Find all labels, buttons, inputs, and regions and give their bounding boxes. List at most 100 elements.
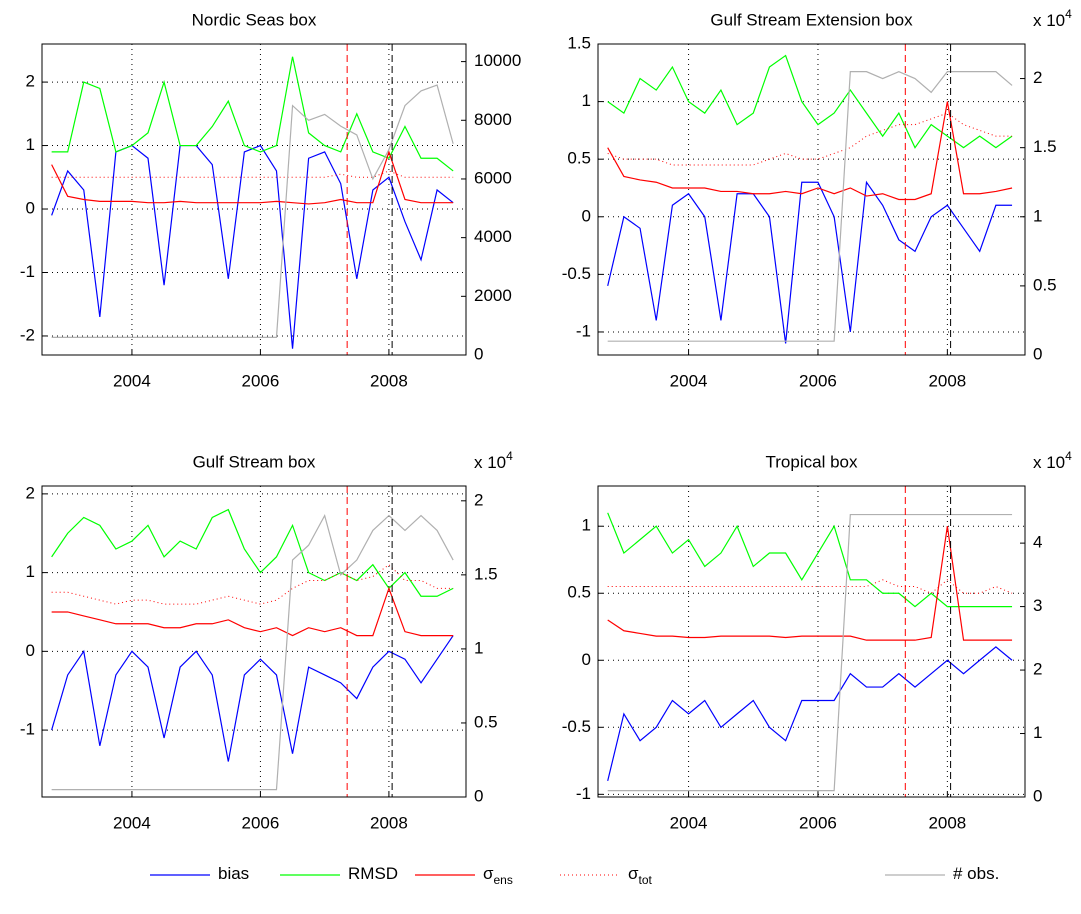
legend-subscript: tot (639, 873, 653, 887)
x-tick-label: 2008 (928, 371, 966, 390)
plot-frame (41, 43, 467, 356)
y-tick-label: -1 (576, 321, 591, 340)
y-tick-label: 0 (26, 199, 35, 218)
series-line (607, 579, 1013, 594)
x-tick-label: 2004 (113, 371, 151, 390)
y-tick-label: 0.5 (567, 583, 591, 602)
x-tick-label: 2004 (670, 813, 708, 832)
y2-tick-label: 1 (1033, 206, 1042, 225)
legend-name: σ (628, 864, 639, 883)
series-line (607, 512, 1013, 608)
x-tick-label: 2008 (370, 371, 408, 390)
y-tick-label: 0 (582, 206, 591, 225)
series-group (51, 56, 454, 349)
series-line (607, 70, 1013, 342)
legend-name: # obs. (953, 864, 999, 883)
y-tick-label: 0 (26, 641, 35, 660)
chart-title: Tropical box (766, 452, 858, 471)
plot-area (42, 486, 466, 797)
y2-tick-label: 1 (474, 638, 483, 657)
plot-area (598, 44, 1025, 355)
y2-tick-label: 0 (474, 344, 483, 363)
multiplier-exponent: 4 (506, 449, 513, 463)
legend-subscript: ens (494, 873, 513, 887)
y-tick-label: -0.5 (562, 717, 591, 736)
y2-tick-label: 4 (1033, 533, 1042, 552)
series-group (607, 54, 1013, 344)
axis-multiplier: x 104 (1033, 449, 1072, 472)
series-group (51, 508, 454, 791)
y-tick-label: 0.5 (567, 149, 591, 168)
y2-tick-label: 8000 (474, 110, 512, 129)
y-tick-label: 1.5 (567, 33, 591, 52)
x-tick-label: 2006 (799, 371, 837, 390)
multiplier-base: x 10 (1033, 453, 1065, 472)
x-tick-label: 2004 (670, 371, 708, 390)
y2-tick-label: 2 (1033, 68, 1042, 87)
multiplier-exponent: 4 (1065, 449, 1072, 463)
legend-name: σ (483, 864, 494, 883)
series-line (51, 586, 454, 637)
series-line (51, 564, 454, 605)
y-tick-label: 0 (582, 650, 591, 669)
plot-frame (597, 485, 1026, 798)
plot-frame (597, 43, 1026, 356)
x-tick-label: 2008 (370, 813, 408, 832)
x-tick-label: 2006 (799, 813, 837, 832)
series-line (51, 56, 454, 172)
y2-tick-label: 2 (1033, 660, 1042, 679)
y2-tick-label: 6000 (474, 168, 512, 187)
plot-area (42, 44, 466, 355)
y-tick-label: -0.5 (562, 264, 591, 283)
legend-name: RMSD (348, 864, 398, 883)
y2-tick-label: 2 (474, 490, 483, 509)
x-tick-label: 2006 (242, 813, 280, 832)
legend-name: bias (218, 864, 249, 883)
series-line (607, 646, 1013, 782)
x-tick-label: 2008 (928, 813, 966, 832)
series-line (51, 508, 454, 597)
series-line (51, 149, 454, 205)
y2-tick-label: 1 (1033, 723, 1042, 742)
y-tick-label: 1 (582, 516, 591, 535)
y2-tick-label: 0.5 (474, 712, 498, 731)
y2-tick-label: 1.5 (474, 564, 498, 583)
axis-multiplier: x 104 (474, 449, 513, 472)
y2-tick-label: 3 (1033, 596, 1042, 615)
series-line (607, 180, 1013, 344)
y2-tick-label: 0 (474, 786, 483, 805)
series-line (51, 635, 454, 762)
x-tick-label: 2006 (242, 371, 280, 390)
y-tick-label: -1 (20, 720, 35, 739)
legend-label: σtot (628, 864, 653, 887)
series-line (607, 54, 1013, 149)
plot-frame (41, 485, 467, 798)
y-tick-label: 1 (582, 91, 591, 110)
legend-label: RMSD (348, 864, 398, 883)
y2-tick-label: 2000 (474, 286, 512, 305)
series-line (607, 526, 1013, 641)
chart-title: Gulf Stream Extension box (710, 10, 913, 29)
series-line (607, 101, 1013, 201)
legend-label: bias (218, 864, 249, 883)
multiplier-base: x 10 (1033, 11, 1065, 30)
y2-tick-label: 0 (1033, 786, 1042, 805)
legend-label: σens (483, 864, 513, 887)
legend-label: # obs. (953, 864, 999, 883)
chart-title: Nordic Seas box (192, 10, 317, 29)
y2-tick-label: 4000 (474, 227, 512, 246)
y-tick-label: 2 (26, 483, 35, 502)
series-line (51, 514, 454, 791)
y2-tick-label: 0 (1033, 344, 1042, 363)
series-line (607, 513, 1013, 792)
y2-tick-label: 0.5 (1033, 275, 1057, 294)
y-tick-label: 1 (26, 562, 35, 581)
y-tick-label: 1 (26, 135, 35, 154)
axis-multiplier: x 104 (1033, 7, 1072, 30)
series-line (51, 170, 454, 178)
plot-area (598, 486, 1025, 797)
y-tick-label: -1 (576, 784, 591, 803)
x-tick-label: 2004 (113, 813, 151, 832)
series-line (51, 84, 454, 338)
